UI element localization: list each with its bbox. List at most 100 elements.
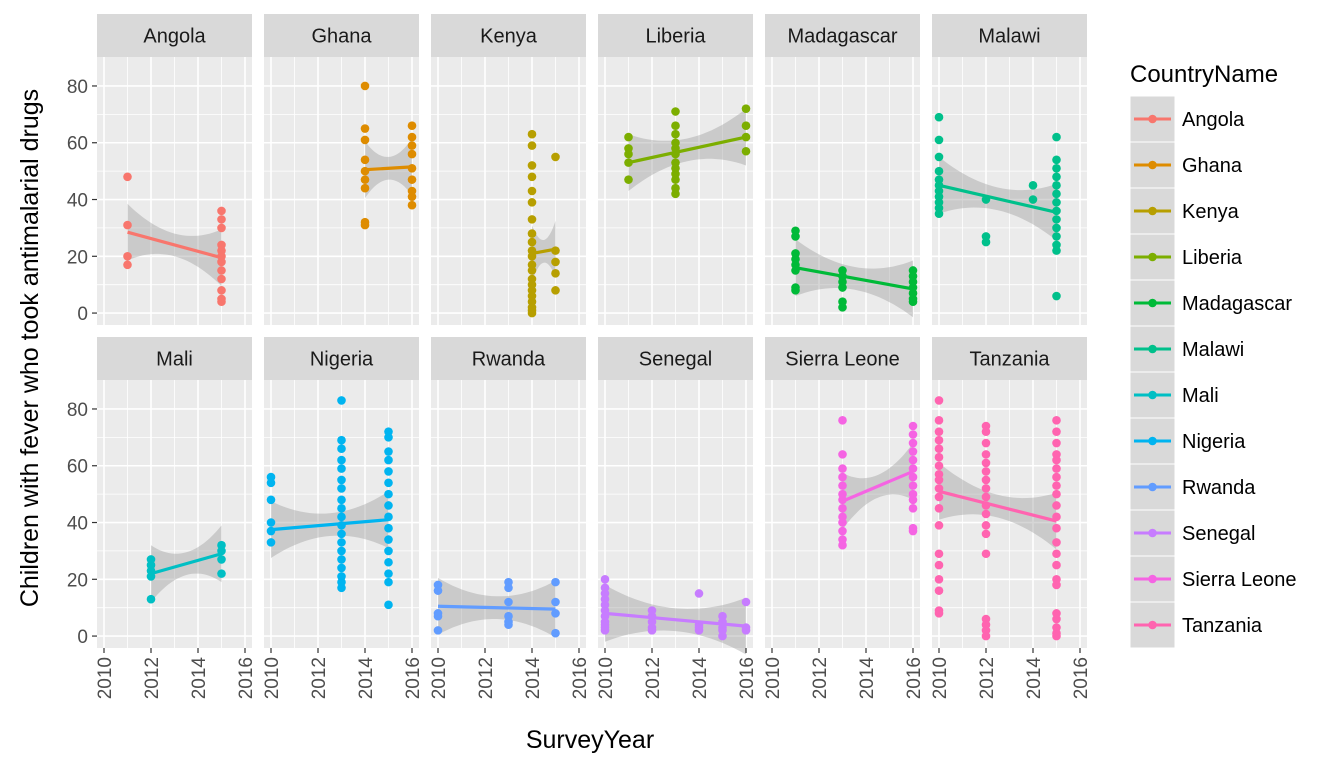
x-tick-label: 2010 bbox=[596, 657, 617, 699]
data-point bbox=[1052, 489, 1061, 499]
trend-line bbox=[270, 518, 389, 532]
data-point bbox=[981, 509, 991, 519]
data-point bbox=[527, 129, 537, 139]
facet-strip-label: Rwanda bbox=[472, 349, 546, 371]
facet-panels: Angola 0 20 40 60 80 Ghana Kenya Liberia Madagasc… bbox=[67, 14, 1092, 699]
data-point bbox=[1052, 538, 1061, 547]
data-point bbox=[981, 450, 991, 459]
data-point bbox=[981, 521, 991, 530]
data-point bbox=[934, 427, 944, 436]
data-point bbox=[671, 175, 680, 184]
data-point bbox=[527, 215, 537, 224]
data-point bbox=[551, 597, 560, 607]
data-point bbox=[838, 540, 847, 550]
data-point bbox=[360, 220, 370, 230]
data-point bbox=[337, 464, 346, 473]
x-tick-label: 2010 bbox=[429, 657, 450, 699]
facet-strip bbox=[598, 14, 753, 57]
data-point bbox=[934, 435, 944, 445]
data-point bbox=[934, 549, 944, 559]
data-point bbox=[337, 455, 346, 465]
data-point bbox=[981, 458, 991, 468]
data-point bbox=[624, 175, 633, 184]
data-point bbox=[527, 229, 537, 238]
data-point bbox=[981, 427, 991, 436]
data-point bbox=[934, 521, 944, 530]
panel-liberia: Liberia bbox=[598, 14, 753, 325]
y-tick-label: 80 bbox=[67, 400, 88, 421]
data-point bbox=[908, 526, 918, 536]
data-point bbox=[360, 155, 370, 165]
y-tick-label: 0 bbox=[77, 304, 88, 325]
data-point bbox=[551, 577, 560, 587]
data-point bbox=[671, 121, 680, 131]
facet-strip bbox=[598, 337, 753, 380]
x-tick-label: 2010 bbox=[262, 657, 283, 699]
legend-key-point bbox=[1148, 344, 1157, 354]
data-point bbox=[360, 183, 370, 193]
data-point bbox=[838, 526, 847, 536]
data-point bbox=[934, 504, 944, 513]
data-point bbox=[527, 266, 537, 275]
data-point bbox=[384, 557, 393, 567]
data-point bbox=[908, 447, 918, 456]
data-point bbox=[551, 628, 560, 638]
legend-item-sierra-leone: Sierra Leone bbox=[1129, 555, 1297, 603]
data-point bbox=[934, 416, 944, 425]
data-point bbox=[1052, 580, 1061, 590]
data-point bbox=[217, 555, 226, 564]
data-point bbox=[337, 484, 346, 493]
data-point bbox=[908, 421, 918, 431]
data-point bbox=[981, 484, 991, 493]
data-point bbox=[1052, 132, 1061, 142]
legend-label: Ghana bbox=[1182, 155, 1243, 177]
data-point bbox=[407, 200, 417, 210]
facet-strip bbox=[431, 14, 586, 57]
data-point bbox=[407, 175, 417, 184]
data-point bbox=[934, 112, 944, 122]
trend-line bbox=[795, 266, 914, 291]
y-tick-label: 0 bbox=[77, 627, 88, 648]
data-point bbox=[838, 450, 847, 459]
data-point bbox=[694, 626, 704, 635]
legend-key-point bbox=[1148, 206, 1157, 216]
x-tick-label: 2012 bbox=[142, 657, 163, 699]
data-point bbox=[934, 135, 944, 145]
data-point bbox=[384, 433, 393, 442]
legend-label: Tanzania bbox=[1182, 615, 1263, 637]
data-point bbox=[934, 461, 944, 471]
data-point bbox=[384, 455, 393, 465]
legend-label: Nigeria bbox=[1182, 431, 1246, 453]
legend-item-madagascar: Madagascar bbox=[1129, 279, 1292, 327]
data-point bbox=[1052, 215, 1061, 224]
facet-strip-label: Sierra Leone bbox=[785, 349, 900, 371]
data-point bbox=[1028, 181, 1038, 190]
data-point bbox=[981, 492, 991, 502]
data-point bbox=[337, 538, 346, 547]
data-point bbox=[266, 538, 276, 547]
data-point bbox=[360, 135, 370, 145]
panel-kenya: Kenya bbox=[431, 14, 586, 325]
x-tick-label: 2014 bbox=[356, 657, 377, 700]
data-point bbox=[981, 549, 991, 559]
data-point bbox=[694, 589, 704, 598]
data-point bbox=[908, 481, 918, 490]
data-point bbox=[981, 475, 991, 485]
legend-item-senegal: Senegal bbox=[1129, 509, 1255, 557]
data-point bbox=[266, 495, 276, 505]
data-point bbox=[337, 563, 346, 573]
data-point bbox=[146, 594, 156, 604]
data-point bbox=[217, 206, 226, 216]
y-tick-label: 20 bbox=[67, 570, 88, 591]
x-tick-label: 2012 bbox=[643, 657, 664, 699]
data-point bbox=[384, 535, 393, 544]
panel-sierra-leone: Sierra Leone 2010 2012 2014 2016 bbox=[763, 337, 925, 699]
data-point bbox=[1052, 455, 1061, 465]
x-tick-label: 2014 bbox=[857, 657, 878, 700]
legend-key-point bbox=[1148, 252, 1157, 262]
data-point bbox=[624, 149, 633, 159]
facet-strip bbox=[264, 337, 419, 380]
data-point bbox=[671, 129, 680, 139]
data-point bbox=[384, 600, 393, 610]
x-tick-label: 2014 bbox=[189, 657, 210, 700]
